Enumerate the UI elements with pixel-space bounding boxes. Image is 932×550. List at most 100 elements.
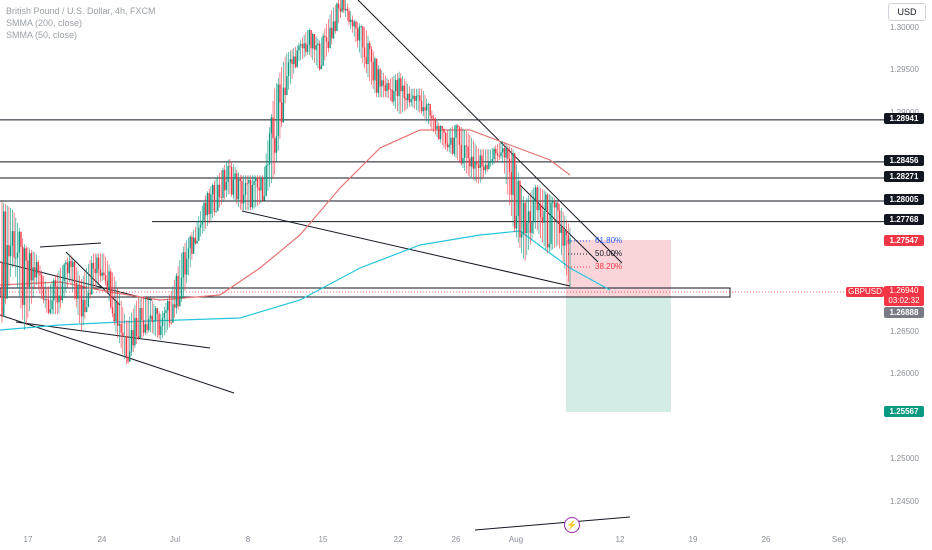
chart-title: British Pound / U.S. Dollar, 4h, FXCM [6,6,156,16]
candle-body [261,178,264,201]
candle-body [389,89,392,91]
candle-body [436,125,438,130]
candle-body [482,166,485,171]
level-label: 1.28456 [884,155,924,166]
candle-body [317,43,319,46]
candle-body [531,222,533,233]
candle-body [546,194,549,248]
candle-body [129,351,131,362]
candle-body [170,322,172,324]
candle-body [92,262,95,269]
candle-body [458,127,461,145]
candle-body [545,194,547,211]
candle-body [398,78,400,97]
candle-body [560,226,563,233]
candle-body [400,78,402,92]
candle-body [111,307,114,314]
candle-body [168,301,171,323]
candle-body [194,237,197,244]
candle-body [77,284,79,299]
candle-body [44,299,46,301]
candle-body [420,100,423,112]
candle-body [8,245,10,257]
candle-body [110,271,112,308]
candle-body [543,210,545,223]
candle-body [167,301,169,311]
candle-body [381,80,383,87]
candle-body [94,268,96,274]
candle-body [377,69,380,93]
candle-body [222,169,224,198]
x-tick: 24 [97,535,107,544]
candle-body [412,95,414,100]
candle-body [160,326,162,335]
candle-body [324,35,326,38]
candle-body [73,261,76,284]
candle-body [182,252,184,278]
candle-body [146,324,148,331]
candle-body [391,89,393,102]
candle-body [515,216,518,229]
trend-line [357,0,623,264]
candle-body [46,299,48,301]
candle-body [434,118,437,130]
candle-body [413,95,416,101]
candle-body [313,34,316,50]
candle-body [263,196,266,201]
candle-body [227,166,229,182]
candle-body [186,258,188,275]
candle-body [116,301,119,326]
candle-body [206,193,209,216]
candle-body [294,56,297,68]
candle-body [154,308,157,321]
candle-body [99,269,102,276]
candle-body [396,80,399,97]
take-profit-zone[interactable] [566,297,671,412]
lightning-event-icon[interactable]: ⚡ [564,517,580,533]
candle-body [180,277,183,299]
candle-body [246,183,248,185]
candle-body [144,324,146,333]
candle-body [467,146,469,159]
candle-body [382,80,385,86]
candle-body [427,103,430,105]
candle-body [134,317,136,346]
candle-body [59,295,62,301]
candle-body [393,90,395,102]
candle-body [450,137,452,145]
y-tick: 1.29500 [890,65,919,74]
candle-body [18,231,20,253]
candle-body [23,248,26,305]
candle-body [274,138,276,153]
y-tick: 1.25000 [890,454,919,463]
candle-body [320,65,323,70]
candle-body [443,128,445,133]
candle-body [538,204,540,211]
candle-body [350,19,352,22]
x-tick: 8 [245,535,251,544]
candle-body [564,230,566,246]
candle-body [125,336,128,357]
currency-button[interactable]: USD [888,3,926,21]
fib-label: 61.80% [595,236,623,245]
x-tick: Jul [169,535,181,544]
candle-body [346,8,348,11]
candle-body [28,253,31,287]
trend-line [0,314,235,394]
candle-body [363,47,366,58]
candle-body [106,280,109,291]
candle-body [72,261,74,267]
candle-body [123,336,126,338]
candle-body [132,330,134,346]
candle-body [529,211,531,233]
candle-body [550,202,552,245]
candle-body [96,257,98,274]
candle-body [441,126,443,129]
candle-body [403,85,405,99]
candle-body [407,93,409,101]
fib-label: 50.00% [595,249,623,258]
candle-body [322,35,324,66]
candle-body [135,317,138,337]
chart-legend: British Pound / U.S. Dollar, 4h, FXCM SM… [6,5,156,41]
